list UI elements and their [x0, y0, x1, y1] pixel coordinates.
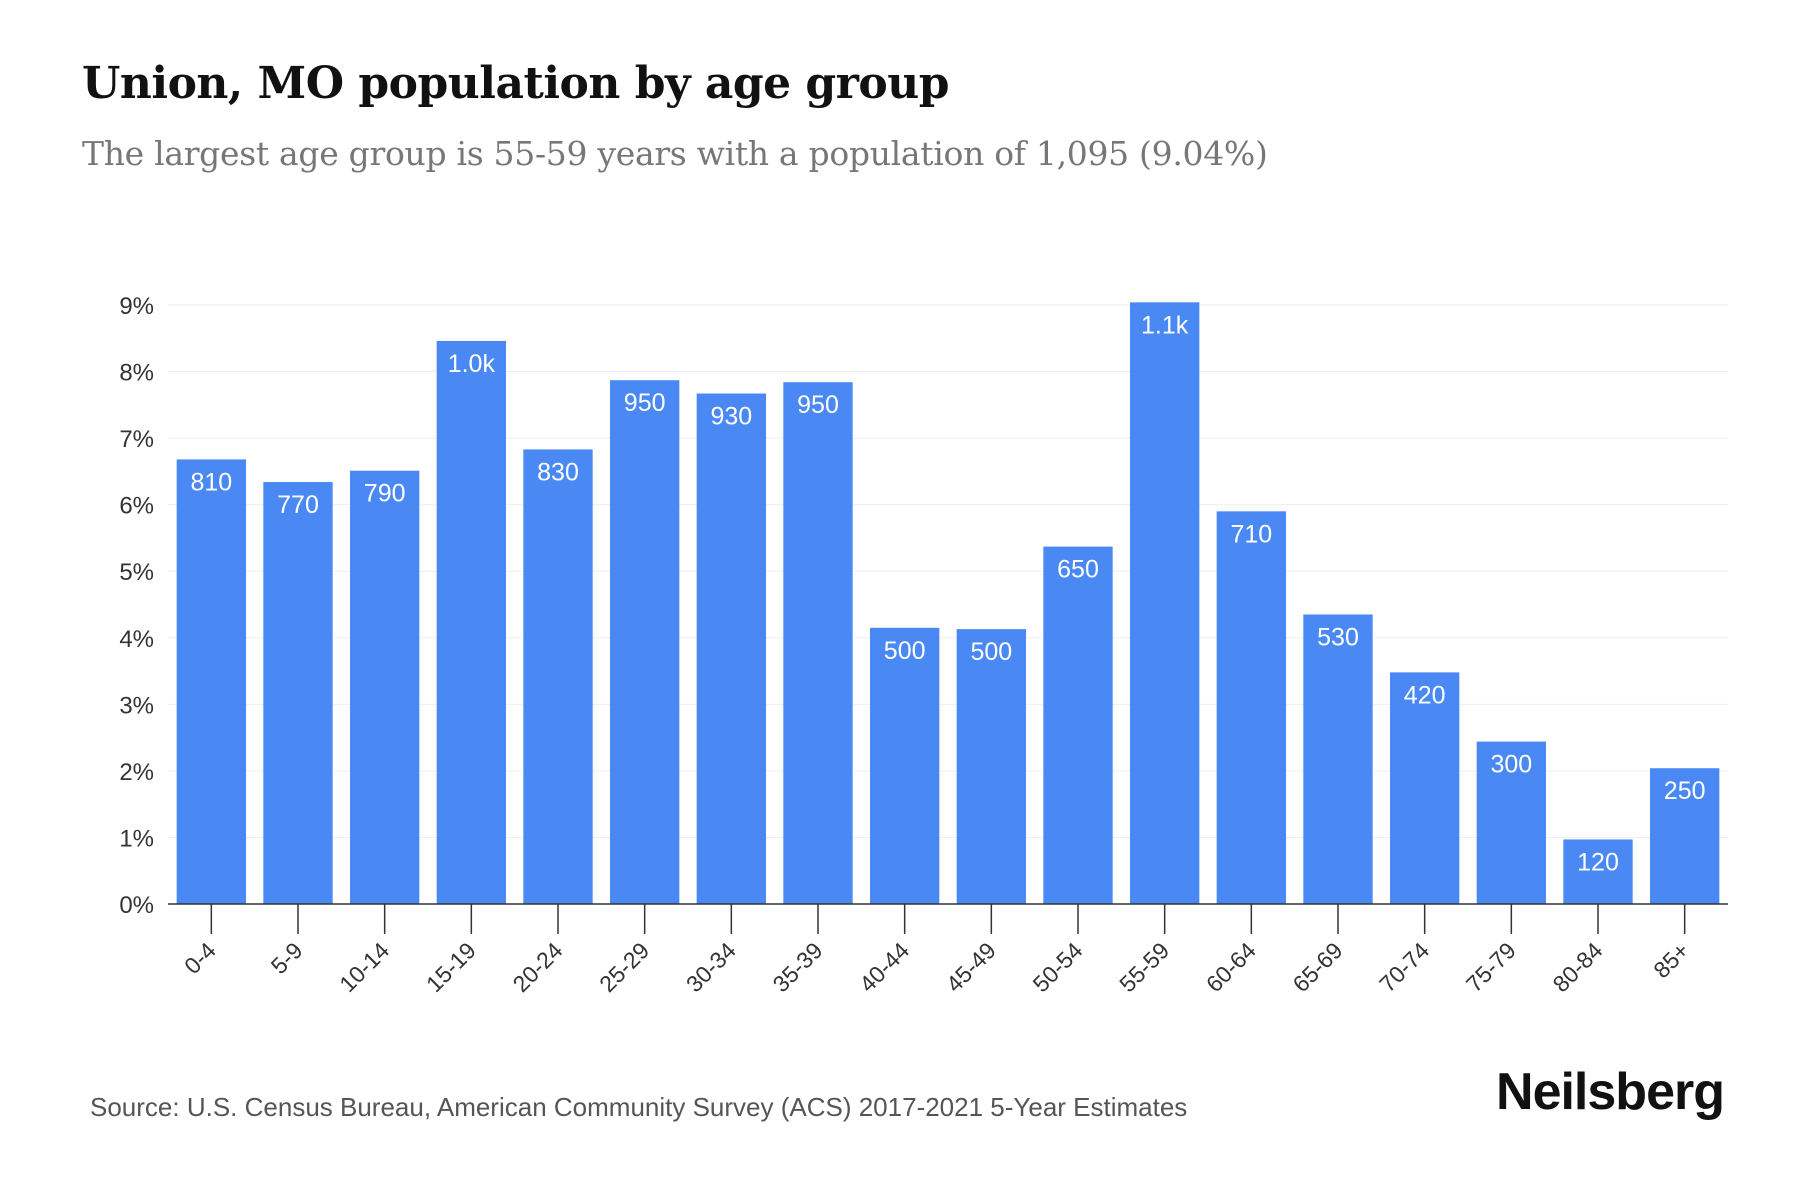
x-axis: 0-4 5-9 10-14 15-19 20-24 25-29 30-34 35-39 40-4…	[168, 903, 1728, 997]
bar-value-label: 790	[364, 480, 406, 508]
brand-logo: Neilsberg	[1496, 1063, 1725, 1121]
x-tick-label: 5-9	[266, 937, 308, 979]
bar-value-label: 500	[884, 637, 926, 665]
source-note: Source: U.S. Census Bureau, American Com…	[90, 1092, 1188, 1122]
y-tick-label: 2%	[119, 759, 154, 786]
bar	[696, 393, 766, 904]
y-tick-label: 6%	[119, 493, 154, 520]
bar-value-label: 1.0k	[448, 350, 496, 378]
x-tick-label: 10-14	[334, 937, 394, 997]
x-tick-label: 40-44	[854, 937, 914, 997]
bar-value-label: 1.1k	[1141, 311, 1189, 339]
x-tick-label: 55-59	[1114, 937, 1174, 997]
bar	[1216, 511, 1286, 904]
bar-value-label: 250	[1664, 777, 1706, 805]
x-tick-label: 35-39	[768, 937, 828, 997]
bar	[1476, 741, 1546, 904]
bar-value-label: 930	[710, 403, 752, 431]
bar	[1303, 614, 1373, 904]
x-tick-label: 15-19	[421, 937, 481, 997]
bar	[1130, 302, 1200, 904]
bar	[176, 459, 246, 904]
bar	[523, 449, 593, 904]
chart-subtitle: The largest age group is 55-59 years wit…	[82, 134, 1268, 173]
bar	[1650, 768, 1720, 904]
bar-value-label: 710	[1230, 520, 1272, 548]
bar	[1563, 839, 1633, 904]
x-tick-label: 0-4	[179, 937, 221, 979]
bar	[1043, 546, 1113, 904]
x-tick-label: 20-24	[508, 937, 568, 997]
y-tick-label: 8%	[119, 360, 154, 387]
bar	[436, 340, 506, 904]
bar-value-label: 650	[1057, 556, 1099, 584]
bar-value-label: 120	[1577, 848, 1619, 876]
bars	[176, 302, 1720, 904]
bar	[956, 629, 1026, 904]
x-tick-label: 60-64	[1201, 937, 1261, 997]
x-tick-label: 50-54	[1028, 937, 1088, 997]
bar	[1390, 672, 1460, 904]
bar-value-label: 420	[1404, 681, 1446, 709]
x-tick-label: 25-29	[594, 937, 654, 997]
y-tick-label: 3%	[119, 692, 154, 719]
bar	[350, 470, 420, 904]
y-tick-label: 1%	[119, 825, 154, 852]
bar-value-label: 950	[624, 389, 666, 417]
x-tick-label: 45-49	[941, 937, 1001, 997]
bar-value-label: 810	[190, 468, 232, 496]
bar-value-label: 500	[970, 638, 1012, 666]
bar-value-label: 530	[1317, 623, 1359, 651]
bar-value-labels: 810 770 790 1.0k 830 950 930 950 500 500 650 1.1k 71…	[190, 311, 1705, 876]
y-tick-label: 5%	[119, 559, 154, 586]
y-tick-label: 0%	[119, 892, 154, 919]
x-tick-label: 70-74	[1374, 937, 1434, 997]
bar-value-label: 950	[797, 391, 839, 419]
gridlines	[168, 304, 1728, 838]
bar-value-label: 300	[1490, 751, 1532, 779]
x-tick-label: 65-69	[1288, 937, 1348, 997]
bar-value-label: 830	[537, 458, 579, 486]
x-tick-label: 80-84	[1548, 937, 1608, 997]
y-tick-label: 7%	[119, 426, 154, 453]
bar	[263, 482, 333, 904]
bar	[870, 627, 940, 904]
bar	[610, 380, 680, 904]
x-tick-label: 30-34	[681, 937, 741, 997]
x-tick-label: 75-79	[1461, 937, 1521, 997]
y-tick-label: 4%	[119, 626, 154, 653]
x-tick-label: 85+	[1648, 937, 1694, 983]
y-tick-label: 9%	[119, 293, 154, 320]
bar-value-label: 770	[277, 491, 319, 519]
chart-title: Union, MO population by age group	[82, 58, 949, 109]
y-axis-tick-labels: 0% 1% 2% 3% 4% 5% 6% 7% 8% 9%	[119, 293, 154, 919]
bar	[783, 382, 853, 904]
